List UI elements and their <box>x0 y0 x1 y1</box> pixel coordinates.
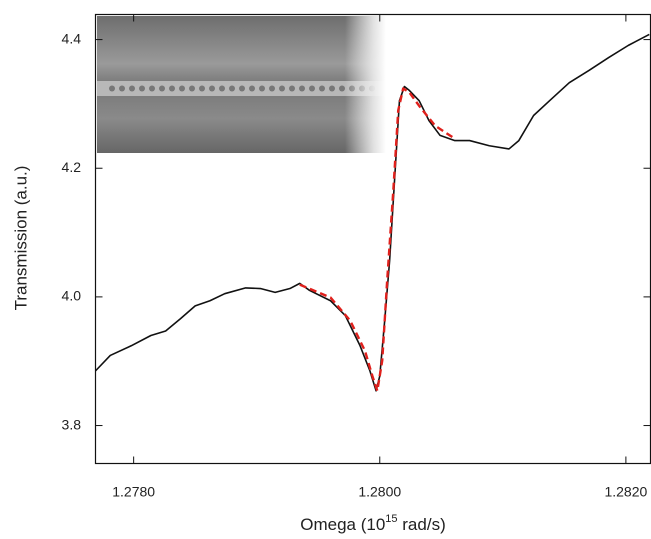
x-tick-label: 1.2820 <box>604 484 647 500</box>
inset-image <box>97 16 386 153</box>
x-tick-label: 1.2780 <box>112 484 155 500</box>
x-tick-label: 1.2800 <box>358 484 401 500</box>
y-tick-label: 4.4 <box>62 30 82 46</box>
y-tick-label: 4.2 <box>62 159 82 175</box>
y-axis-title: Transmission (a.u.) <box>11 166 30 311</box>
y-tick-label: 3.8 <box>62 416 82 432</box>
y-tick-label: 4.0 <box>62 288 82 304</box>
x-axis-title: Omega (1015 rad/s) <box>300 513 445 535</box>
